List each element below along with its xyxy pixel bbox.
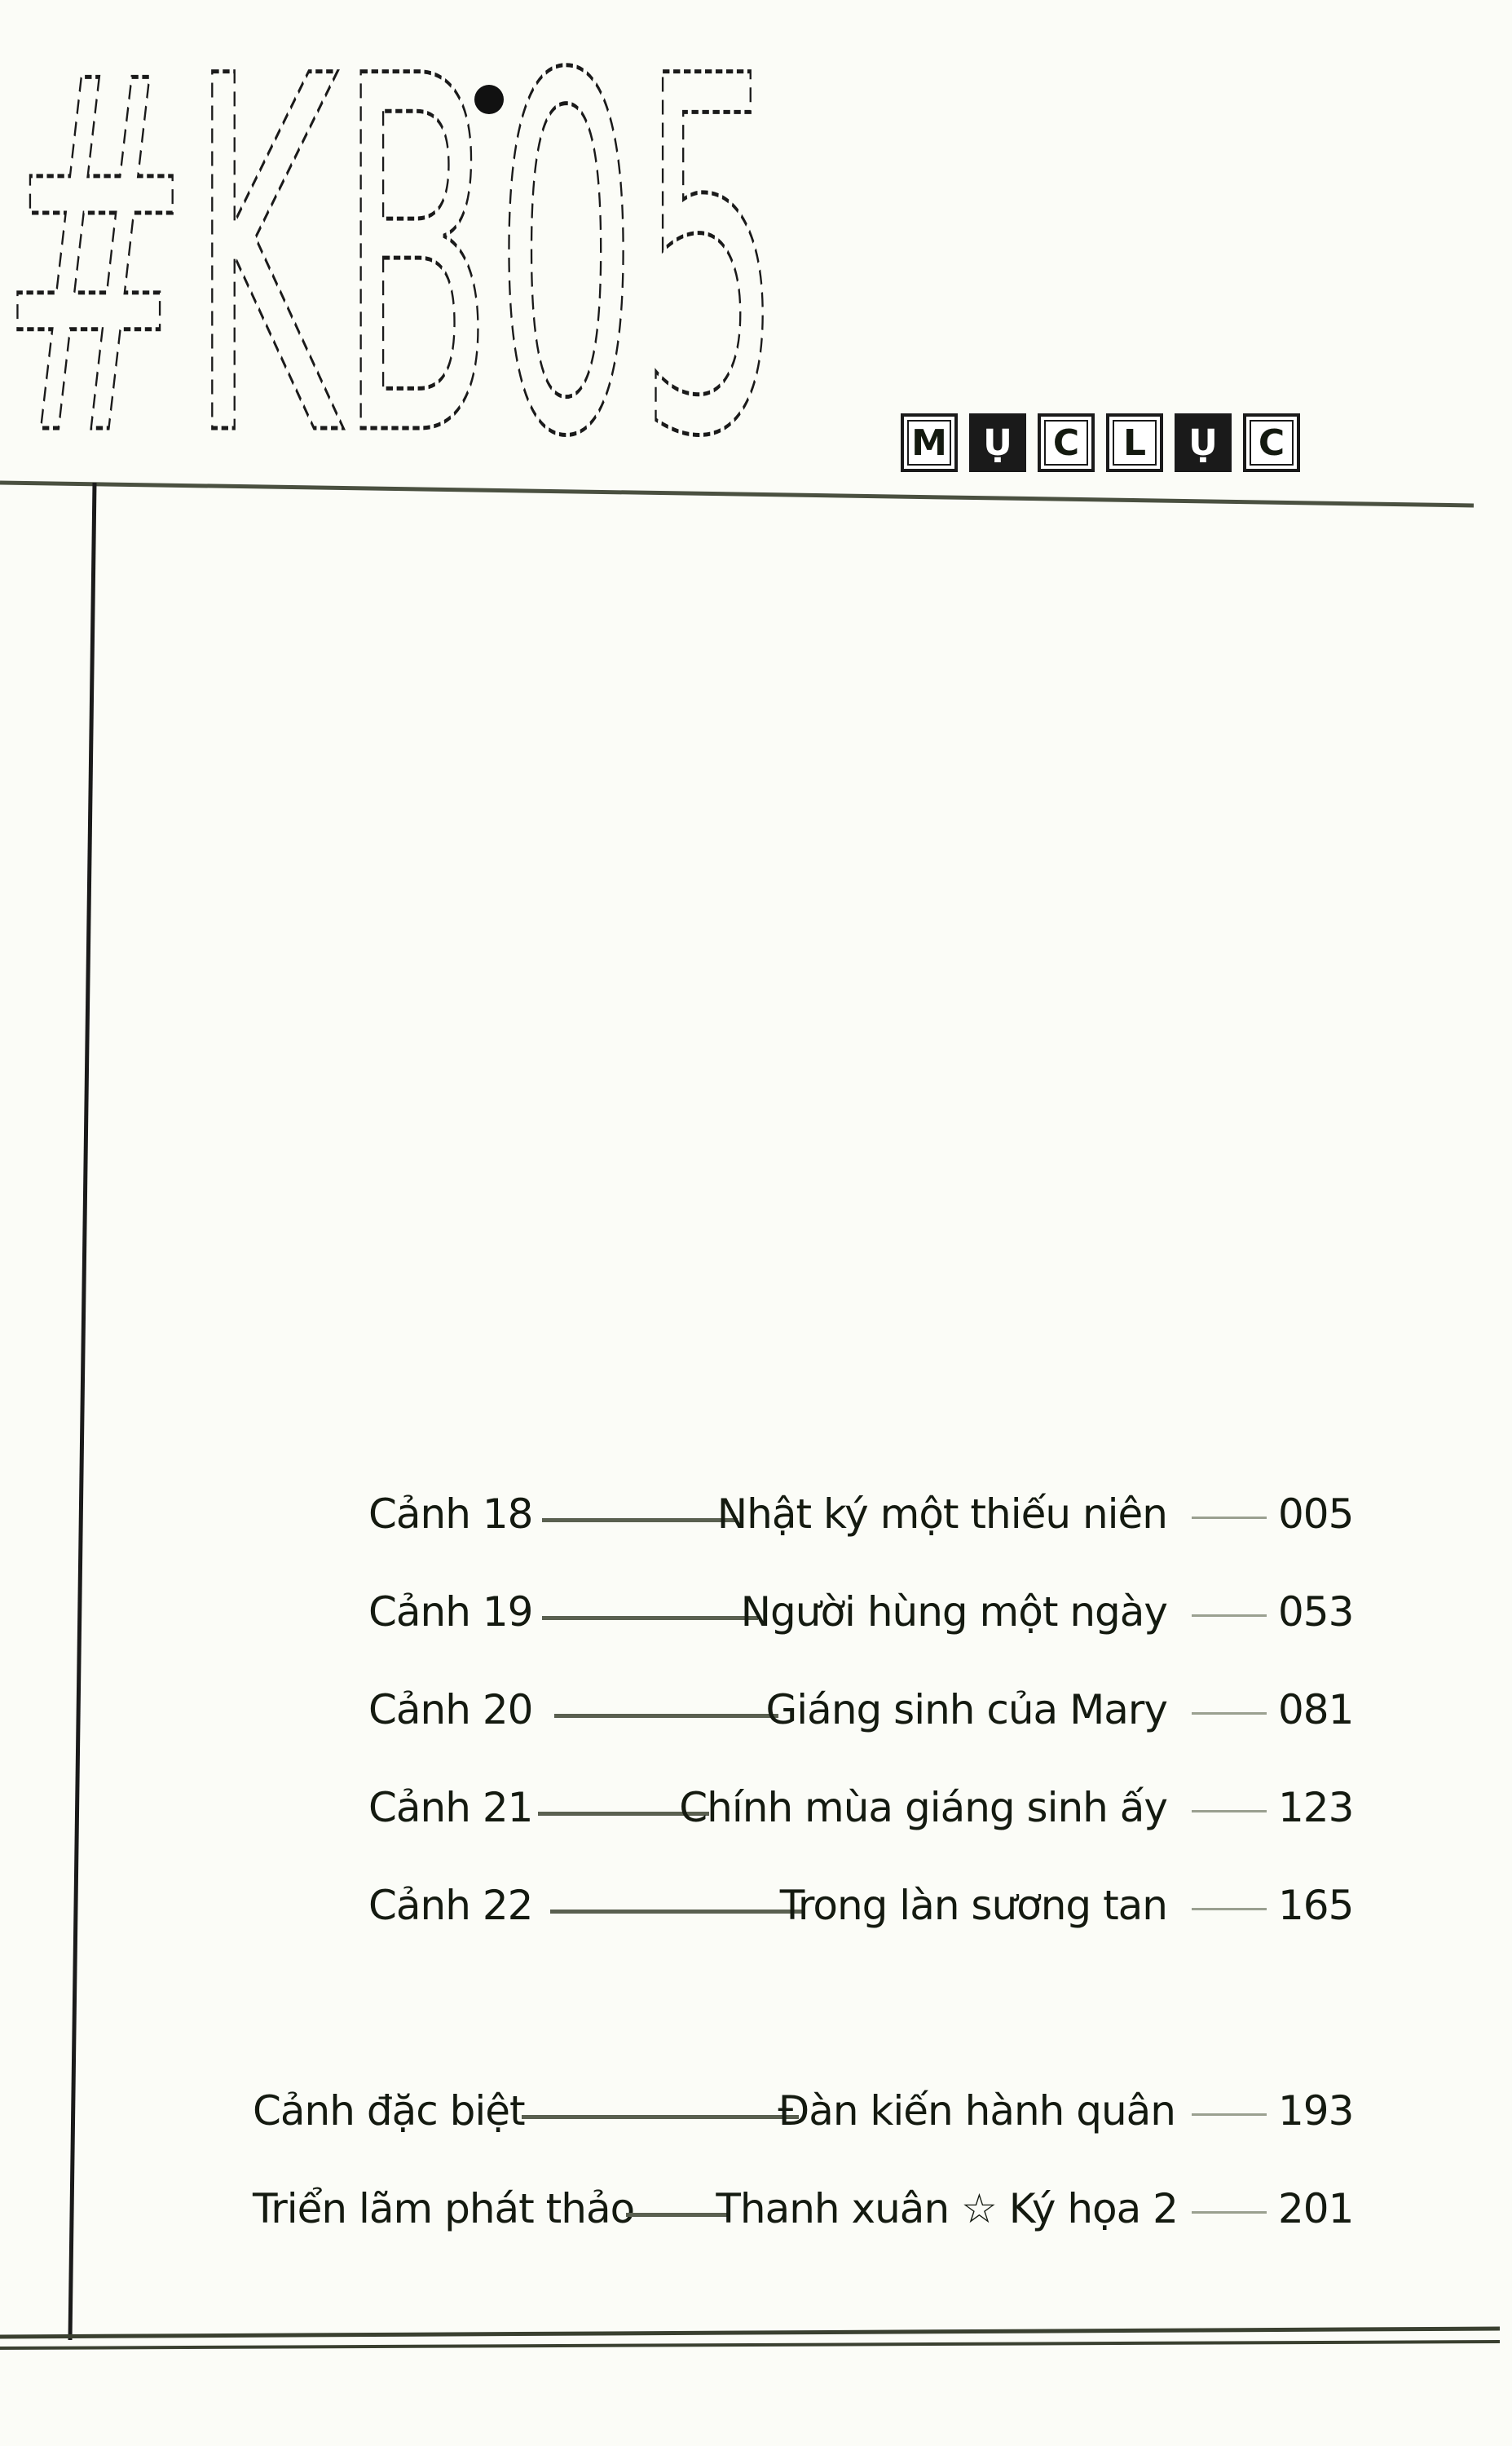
entry-label: Cảnh 21 [368, 1784, 533, 1831]
entry-label: Triển lãm phát thảo [253, 2185, 635, 2232]
page-leader-line [1192, 2211, 1267, 2214]
toc-entry[interactable]: Cảnh đặc biệt Đàn kiến hành quân 193 [0, 2087, 1512, 2136]
toc-heading-letter: Ụ [969, 413, 1026, 472]
page-leader-line [1192, 1712, 1267, 1715]
entry-title: Giáng sinh của Mary [765, 1686, 1168, 1733]
toc-entry[interactable]: Cảnh 21 Chính mùa giáng sinh ấy 123 [0, 1784, 1512, 1833]
entry-title: Chính mùa giáng sinh ấy [679, 1784, 1168, 1831]
leader-line [522, 2115, 799, 2119]
entry-page-number: 123 [1278, 1784, 1354, 1831]
leader-line [542, 1518, 738, 1522]
bottom-rule-top [0, 2326, 1501, 2339]
entry-page-number: 081 [1278, 1686, 1354, 1733]
toc-heading-letter: L [1106, 413, 1163, 472]
leader-line [550, 1910, 803, 1914]
entry-label: Cảnh 19 [368, 1588, 533, 1636]
bottom-rule-bottom [0, 2340, 1501, 2350]
toc-heading-letter: C [1038, 413, 1095, 472]
entry-title: Người hùng một ngày [740, 1588, 1168, 1636]
entry-page-number: 005 [1278, 1490, 1354, 1538]
page-leader-line [1192, 1517, 1267, 1519]
toc-heading-letter: C [1243, 413, 1300, 472]
entry-title: Thanh xuân ☆ Ký họa 2 [716, 2185, 1179, 2232]
toc-entry[interactable]: Cảnh 22 Trong làn sương tan 165 [0, 1882, 1512, 1931]
leader-line [538, 1812, 709, 1816]
page-leader-line [1192, 1908, 1267, 1910]
page-leader-line [1192, 2113, 1267, 2116]
leader-line [542, 1616, 758, 1620]
toc-entry[interactable]: Triển lãm phát thảo Thanh xuân ☆ Ký họa 2… [0, 2185, 1512, 2234]
toc-entry[interactable]: Cảnh 20 Giáng sinh của Mary 081 [0, 1686, 1512, 1735]
book-code-logo: #KB05 [0, 33, 785, 457]
entry-page-number: 165 [1278, 1882, 1354, 1929]
toc-entry[interactable]: Cảnh 18 Nhật ký một thiếu niên 005 [0, 1490, 1512, 1539]
book-code-text: #KB05 [0, 33, 782, 457]
entry-title: Nhật ký một thiếu niên [716, 1490, 1168, 1538]
entry-page-number: 193 [1278, 2087, 1354, 2135]
entry-title: Trong làn sương tan [779, 1882, 1168, 1929]
entry-page-number: 201 [1278, 2185, 1354, 2232]
top-rule [0, 480, 1475, 508]
entry-label: Cảnh 22 [368, 1882, 533, 1929]
toc-entry[interactable]: Cảnh 19 Người hùng một ngày 053 [0, 1588, 1512, 1637]
entry-title: Đàn kiến hành quân [778, 2087, 1176, 2135]
page-leader-line [1192, 1810, 1267, 1812]
page-leader-line [1192, 1614, 1267, 1617]
leader-line [626, 2213, 730, 2217]
entry-label: Cảnh 18 [368, 1490, 533, 1538]
toc-heading-letter: Ụ [1175, 413, 1232, 472]
entry-label: Cảnh đặc biệt [253, 2087, 526, 2135]
toc-heading-letter: M [901, 413, 958, 472]
leader-line [554, 1714, 778, 1718]
left-margin-rule [68, 482, 97, 2341]
entry-page-number: 053 [1278, 1588, 1354, 1636]
entry-label: Cảnh 20 [368, 1686, 533, 1733]
logo-dot [474, 85, 504, 114]
